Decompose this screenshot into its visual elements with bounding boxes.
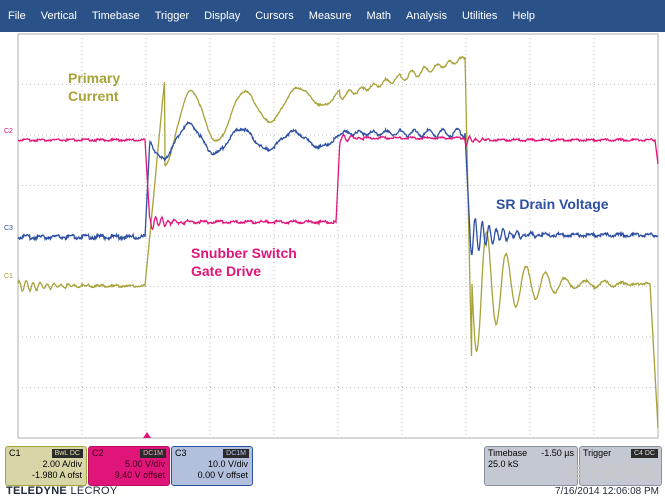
trigger-tag: C4 DC (630, 448, 658, 458)
label-primary-current: Primary Current (68, 69, 120, 105)
descriptor-c3-name: C3 (175, 448, 187, 458)
brand-name-2: LECROY (70, 485, 118, 497)
label-snubber-line1: Snubber Switch (191, 245, 297, 261)
descriptor-c3[interactable]: C3 DC1M 10.0 V/div 0.00 V offset (171, 446, 253, 486)
label-primary-line2: Current (68, 88, 119, 104)
descriptor-c2-name: C2 (92, 448, 104, 458)
brand-logo: TELEDYNE LECROY (6, 485, 117, 497)
menu-bar: File Vertical Timebase Trigger Display Cursor… (0, 0, 665, 32)
marker-c2[interactable]: C2 (4, 128, 13, 135)
descriptor-c1-offset: -1.980 A ofst (31, 470, 82, 480)
menu-trigger[interactable]: Trigger (154, 10, 190, 22)
timebase-delay: -1.50 µs (541, 448, 574, 458)
descriptor-c1[interactable]: C1 BwL DC 2.00 A/div -1.980 A ofst (5, 446, 87, 486)
descriptor-c1-scale: 2.00 A/div (42, 459, 82, 469)
watermark-logo: 电子发烧友 (567, 462, 657, 482)
menu-file[interactable]: File (8, 10, 26, 22)
descriptor-c2-scale: 5.00 V/div (124, 459, 165, 469)
descriptor-c3-scale: 10.0 V/div (207, 459, 248, 469)
descriptor-c2[interactable]: C2 DC1M 5.00 V/div 9.40 V offset (88, 446, 170, 486)
menu-cursors[interactable]: Cursors (255, 10, 294, 22)
scope-display: Primary Current SR Drain Voltage Snubber… (0, 32, 665, 444)
descriptor-c2-tag: DC1M (140, 448, 166, 458)
menu-utilities[interactable]: Utilities (461, 10, 498, 22)
trace-c3-sr-drain (17, 120, 659, 255)
label-snubber-line2: Gate Drive (191, 263, 262, 279)
trigger-position-marker[interactable] (143, 432, 151, 438)
menu-vertical[interactable]: Vertical (40, 10, 77, 22)
descriptor-c2-offset: 9.40 V offset (114, 470, 165, 480)
menu-timebase[interactable]: Timebase (91, 10, 140, 22)
descriptor-c1-name: C1 (9, 448, 21, 458)
descriptor-c3-offset: 0.00 V offset (197, 470, 248, 480)
status-panel: C1 BwL DC 2.00 A/div -1.980 A ofst C2 DC1M… (0, 444, 665, 497)
descriptor-c3-tag: DC1M (223, 448, 249, 458)
trigger-descriptor[interactable]: Trigger C4 DC (579, 446, 662, 486)
datetime-readout: 7/16/2014 12:06:08 PM (555, 486, 659, 497)
marker-c3[interactable]: C3 (4, 225, 13, 232)
timebase-label: Timebase (488, 448, 528, 458)
marker-c1[interactable]: C1 (4, 273, 13, 280)
timebase-samples: 25.0 kS (488, 459, 519, 469)
trigger-label: Trigger (583, 448, 612, 458)
menu-display[interactable]: Display (204, 10, 241, 22)
waveform-grid (17, 33, 659, 439)
brand-name-1: TELEDYNE (6, 485, 68, 497)
menu-analysis[interactable]: Analysis (406, 10, 447, 22)
trace-c2-gate-drive (17, 133, 659, 231)
trace-c1-primary-current (17, 55, 659, 429)
label-snubber-gate-drive: Snubber Switch Gate Drive (191, 244, 297, 280)
menu-measure[interactable]: Measure (308, 10, 352, 22)
label-primary-line1: Primary (68, 70, 121, 86)
descriptor-c1-tag: BwL DC (51, 448, 83, 458)
label-sr-drain-voltage: SR Drain Voltage (496, 196, 609, 212)
menu-math[interactable]: Math (366, 10, 391, 22)
timebase-descriptor[interactable]: Timebase -1.50 µs 25.0 kS (484, 446, 578, 486)
menu-help[interactable]: Help (512, 10, 536, 22)
